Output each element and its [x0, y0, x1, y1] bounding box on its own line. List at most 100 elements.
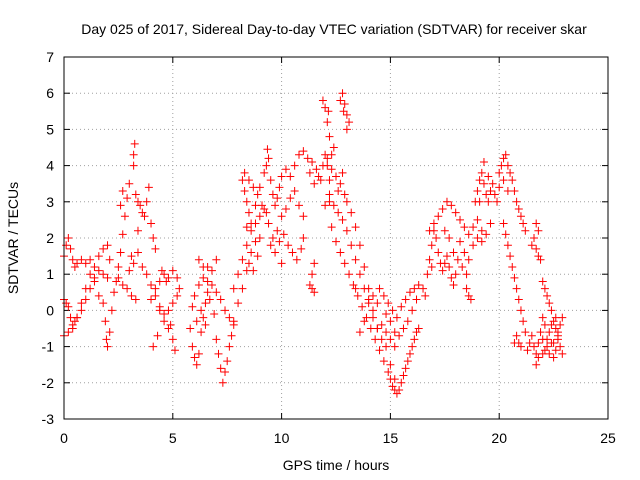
- data-point: [473, 215, 482, 224]
- data-point: [120, 212, 129, 221]
- data-point: [536, 255, 545, 264]
- data-point: [68, 255, 77, 264]
- data-point: [340, 100, 349, 109]
- data-point: [240, 168, 249, 177]
- data-point: [199, 273, 208, 282]
- y-tick-label: 1: [46, 266, 54, 282]
- data-point: [534, 226, 543, 235]
- data-point: [355, 328, 364, 337]
- data-point: [105, 328, 114, 337]
- data-point: [397, 378, 406, 387]
- data-point: [90, 277, 99, 286]
- y-tick-label: 2: [46, 230, 54, 246]
- data-point: [514, 205, 523, 214]
- data-point: [532, 244, 541, 253]
- data-point: [151, 284, 160, 293]
- data-point: [138, 208, 147, 217]
- y-tick-label: 4: [46, 158, 54, 174]
- data-point: [486, 219, 495, 228]
- data-point: [242, 197, 251, 206]
- data-point: [277, 259, 286, 268]
- data-point: [240, 186, 249, 195]
- data-point: [445, 234, 454, 242]
- data-point: [103, 342, 112, 351]
- data-point: [323, 154, 332, 163]
- data-point: [160, 317, 169, 326]
- data-point: [553, 328, 562, 337]
- data-point: [299, 212, 308, 221]
- data-point: [556, 342, 565, 351]
- data-point: [456, 215, 465, 224]
- data-point: [462, 284, 471, 293]
- data-point: [99, 270, 108, 279]
- data-point: [263, 145, 272, 154]
- data-point: [138, 262, 147, 271]
- data-point: [458, 262, 467, 271]
- data-point: [473, 186, 482, 195]
- data-point: [532, 360, 541, 369]
- data-point: [305, 168, 314, 177]
- data-point: [447, 273, 456, 282]
- data-point: [345, 270, 354, 279]
- data-point: [299, 147, 308, 156]
- data-point: [512, 197, 521, 206]
- data-point: [525, 338, 534, 347]
- data-point: [347, 241, 356, 250]
- data-point: [73, 259, 82, 268]
- data-point: [329, 143, 338, 152]
- data-point: [129, 259, 138, 268]
- data-point: [133, 197, 142, 206]
- data-point: [451, 208, 460, 217]
- data-point: [264, 219, 273, 228]
- data-point: [379, 357, 388, 366]
- data-point: [99, 244, 108, 253]
- data-point: [234, 299, 243, 308]
- data-point: [388, 382, 397, 391]
- data-point: [466, 295, 475, 304]
- data-point: [438, 205, 447, 214]
- data-point: [325, 197, 334, 206]
- data-point: [225, 313, 234, 322]
- data-point: [336, 248, 345, 257]
- data-point: [112, 277, 121, 286]
- data-point: [475, 197, 484, 206]
- data-point: [86, 255, 95, 264]
- x-tick-label: 5: [169, 430, 177, 446]
- data-point: [516, 212, 525, 221]
- data-point: [425, 255, 434, 264]
- data-point: [427, 241, 436, 250]
- data-point: [242, 241, 251, 250]
- data-point: [286, 172, 295, 181]
- data-point: [325, 190, 334, 199]
- data-point: [281, 165, 290, 174]
- data-point: [118, 281, 127, 290]
- data-point: [194, 255, 203, 264]
- x-tick-label: 15: [383, 430, 399, 446]
- y-tick-label: -3: [42, 411, 55, 427]
- data-point: [405, 349, 414, 358]
- data-point: [251, 237, 260, 246]
- data-point: [540, 346, 549, 355]
- data-point: [503, 161, 512, 170]
- data-point: [355, 241, 364, 250]
- data-point: [405, 288, 414, 297]
- data-point: [262, 208, 271, 217]
- data-point: [247, 248, 256, 257]
- data-point: [527, 241, 536, 250]
- data-point: [519, 219, 528, 228]
- data-point: [368, 306, 377, 315]
- data-point: [310, 179, 319, 188]
- data-point: [297, 244, 306, 253]
- data-point: [310, 288, 319, 297]
- data-point: [382, 328, 391, 337]
- data-point: [253, 252, 262, 261]
- data-point: [482, 230, 491, 239]
- data-point: [512, 284, 521, 293]
- data-point: [334, 186, 343, 195]
- data-point: [221, 367, 230, 376]
- data-point: [238, 255, 247, 264]
- chart-title: Day 025 of 2017, Sidereal Day-to-day VTE…: [81, 21, 587, 37]
- data-point: [262, 161, 271, 170]
- data-point: [527, 331, 536, 340]
- data-point: [188, 302, 197, 311]
